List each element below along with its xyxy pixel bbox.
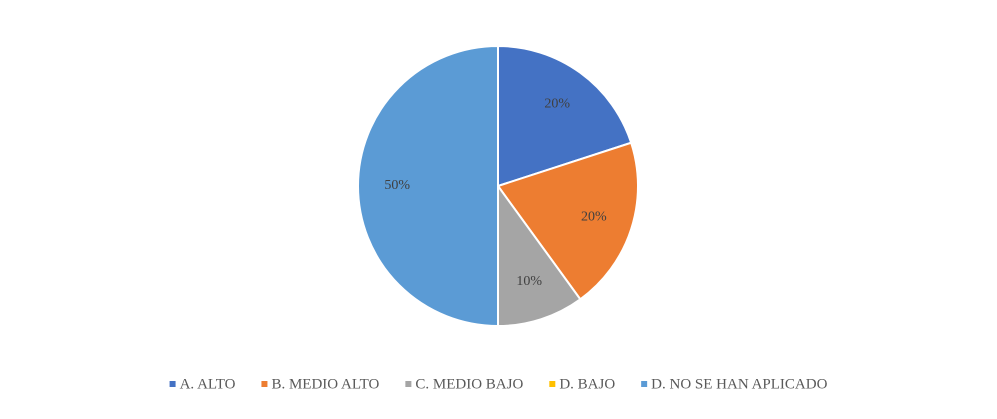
legend-label: D. BAJO [559,376,615,392]
data-label: 50% [384,178,410,193]
pie-slice [357,44,499,328]
legend-item: D. NO SE HAN APLICADO [641,376,828,392]
legend-item: D. BAJO [549,376,615,392]
legend-item: C. MEDIO BAJO [405,376,523,392]
legend-swatch [261,381,268,387]
legend-swatch [169,381,176,387]
pie-slice [497,44,633,188]
pie-slice [496,141,639,301]
legend-swatch [405,381,412,387]
data-label: 20% [544,97,570,112]
data-label: 10% [516,274,542,289]
legend-item: B. MEDIO ALTO [261,376,380,392]
legend-label: C. MEDIO BAJO [415,376,523,392]
legend-label: A. ALTO [180,376,236,392]
legend: A. ALTO B. MEDIO ALTO C. MEDIO BAJO D. BAJO… [169,376,828,392]
legend-item: A. ALTO [169,376,236,392]
legend-swatch [549,381,556,387]
legend-swatch [641,381,648,387]
legend-label: D. NO SE HAN APLICADO [651,376,827,392]
data-label: 20% [581,209,607,224]
pie-slice [497,182,582,328]
legend-label: B. MEDIO ALTO [271,376,379,392]
